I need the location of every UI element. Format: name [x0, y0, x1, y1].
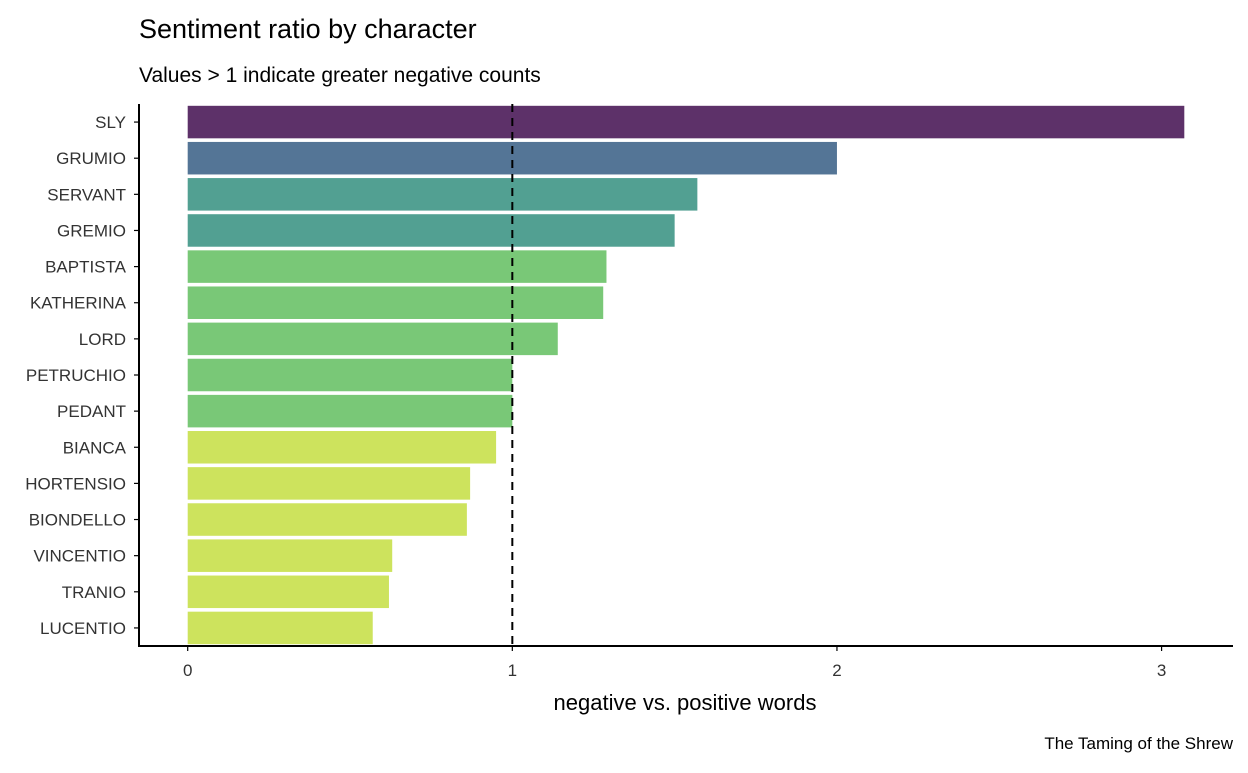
y-tick-label: GRUMIO	[56, 149, 126, 168]
y-tick-label: TRANIO	[62, 583, 126, 602]
bar-servant	[187, 178, 698, 211]
bars-layer	[187, 105, 1185, 645]
chart-title: Sentiment ratio by character	[139, 14, 477, 44]
y-tick-label: SERVANT	[47, 185, 126, 204]
bar-gremio	[187, 214, 675, 247]
chart-subtitle: Values > 1 indicate greater negative cou…	[139, 64, 541, 87]
bar-hortensio	[187, 467, 471, 500]
bar-lord	[187, 322, 558, 356]
bar-katherina	[187, 286, 604, 319]
y-tick-label: GREMIO	[57, 221, 126, 240]
x-tick-label: 1	[508, 661, 517, 680]
y-tick-label: KATHERINA	[30, 294, 127, 313]
bar-lucentio	[187, 611, 373, 645]
y-tick-label: SLY	[95, 113, 126, 132]
y-tick-label: PEDANT	[57, 402, 126, 421]
bar-bianca	[187, 431, 497, 464]
y-tick-label: LUCENTIO	[40, 619, 126, 638]
bar-vincentio	[187, 539, 393, 572]
bar-pedant	[187, 394, 513, 428]
y-tick-label: HORTENSIO	[25, 474, 126, 493]
y-tick-label: PETRUCHIO	[26, 366, 126, 385]
bar-sly	[187, 105, 1185, 139]
x-axis-ticks: 0 1 2 3	[183, 646, 1166, 680]
y-tick-label: BIONDELLO	[29, 511, 126, 530]
y-axis-labels: SLY GRUMIO SERVANT GREMIO BAPTISTA KATHERINA L…	[25, 113, 139, 638]
bar-tranio	[187, 575, 389, 609]
x-tick-label: 2	[832, 661, 841, 680]
x-tick-label: 0	[183, 661, 192, 680]
y-tick-label: BIANCA	[63, 438, 127, 457]
bar-baptista	[187, 250, 607, 283]
axes	[138, 104, 1233, 647]
bar-biondello	[187, 503, 467, 536]
y-tick-label: VINCENTIO	[33, 547, 126, 566]
x-axis-title: negative vs. positive words	[554, 690, 817, 715]
x-tick-label: 3	[1157, 661, 1166, 680]
chart-caption: The Taming of the Shrew	[1044, 734, 1233, 753]
bar-petruchio	[187, 358, 513, 392]
y-tick-label: LORD	[79, 330, 126, 349]
y-tick-label: BAPTISTA	[45, 258, 127, 277]
